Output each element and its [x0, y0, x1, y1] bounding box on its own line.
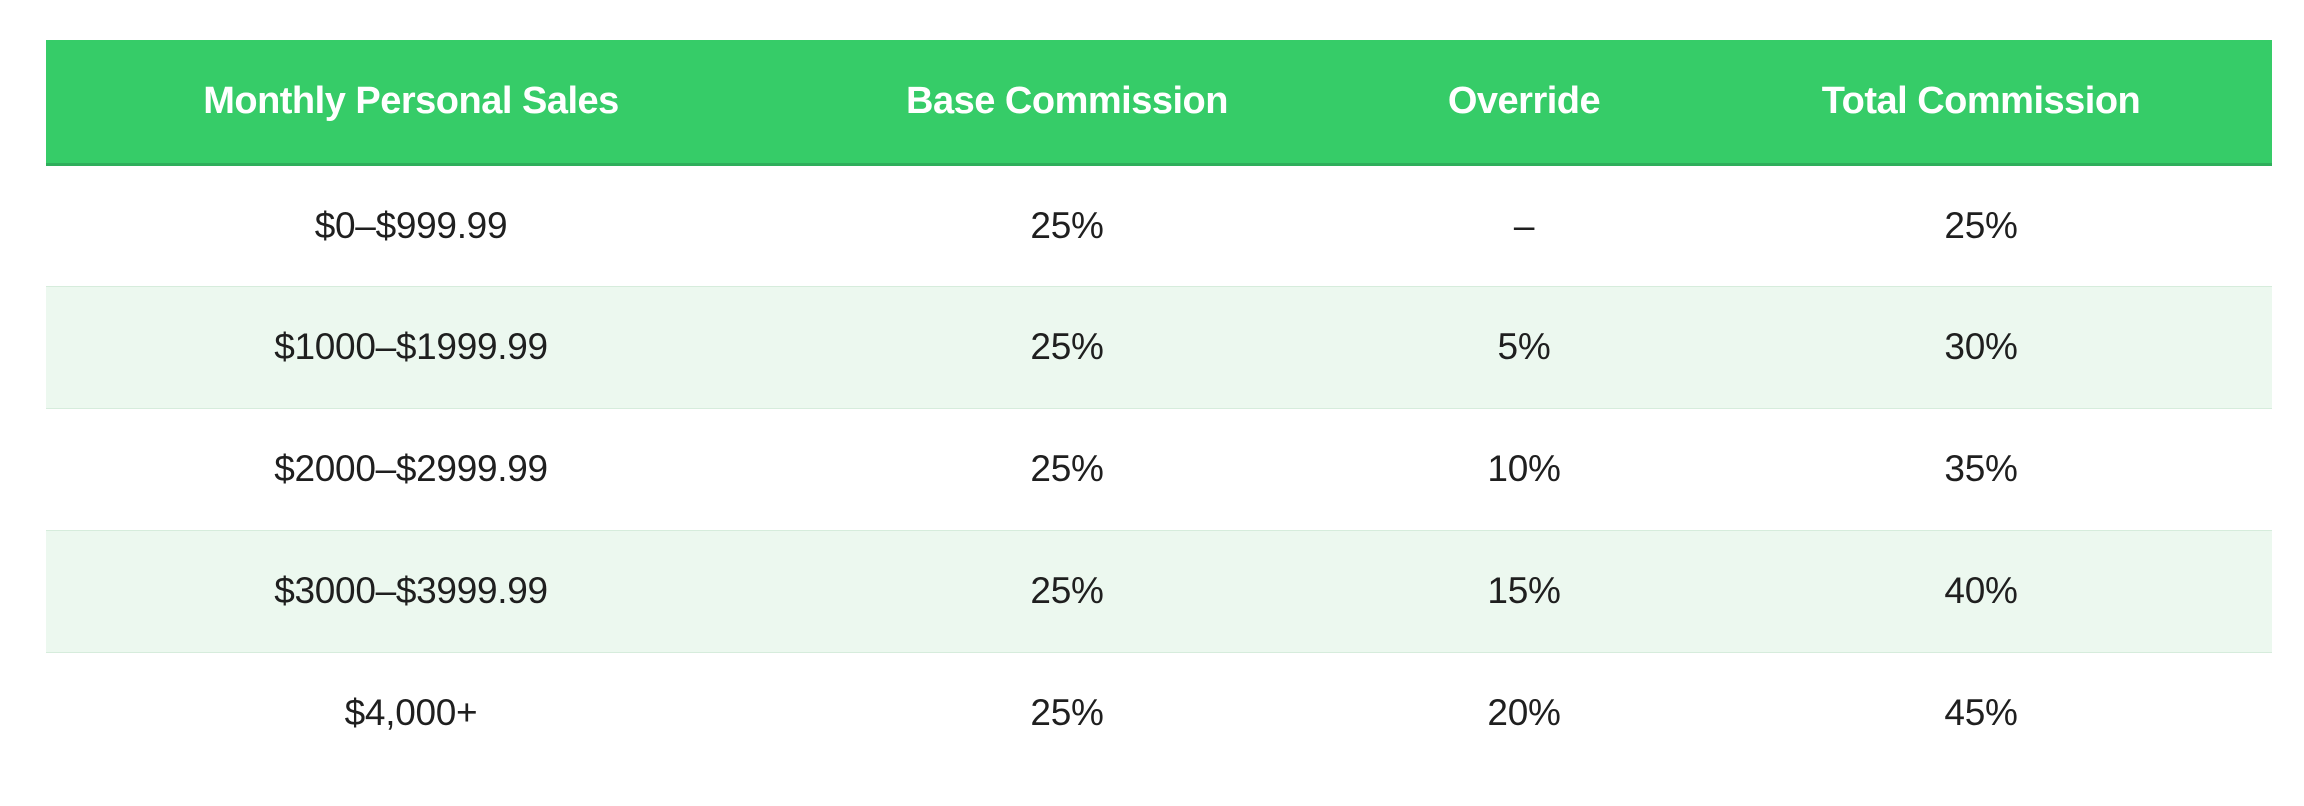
cell-override: 10%: [1487, 448, 1561, 489]
cell-base: 25%: [1030, 448, 1104, 489]
cell-base: 25%: [1030, 326, 1104, 367]
cell-base: 25%: [1030, 570, 1104, 611]
cell-total: 25%: [1944, 204, 2018, 246]
cell-base: 25%: [1030, 204, 1104, 246]
cell-total: 35%: [1944, 448, 2018, 489]
cell-override: 20%: [1487, 692, 1561, 734]
header-total-commission: Total Commission: [1821, 79, 2141, 122]
cell-override: 15%: [1487, 570, 1561, 611]
cell-override: –: [1513, 204, 1535, 246]
commission-table: Monthly Personal Sales Base Commission O…: [46, 40, 2272, 774]
header-base-commission: Base Commission: [906, 79, 1228, 122]
table-row: $2000–$2999.99 25% 10% 35%: [46, 408, 2272, 530]
cell-sales: $1000–$1999.99: [274, 326, 548, 367]
table-row: $1000–$1999.99 25% 5% 30%: [46, 286, 2272, 408]
table-row: $0–$999.99 25% – 25%: [46, 164, 2272, 286]
cell-base: 25%: [1030, 692, 1104, 734]
table-row: $3000–$3999.99 25% 15% 40%: [46, 530, 2272, 652]
commission-table-container: Monthly Personal Sales Base Commission O…: [46, 40, 2272, 774]
header-row: Monthly Personal Sales Base Commission O…: [46, 40, 2272, 164]
cell-total: 30%: [1944, 326, 2018, 367]
cell-sales: $3000–$3999.99: [274, 570, 548, 611]
table-body: $0–$999.99 25% – 25% $1000–$1999.99 25% …: [46, 164, 2272, 774]
cell-sales: $4,000+: [344, 692, 478, 734]
header-monthly-personal-sales: Monthly Personal Sales: [203, 79, 619, 122]
cell-sales: $0–$999.99: [314, 204, 508, 246]
header-override: Override: [1447, 79, 1601, 122]
table-row: $4,000+ 25% 20% 45%: [46, 652, 2272, 774]
cell-sales: $2000–$2999.99: [274, 448, 548, 489]
cell-total: 45%: [1944, 692, 2018, 734]
table-header: Monthly Personal Sales Base Commission O…: [46, 40, 2272, 164]
cell-total: 40%: [1944, 570, 2018, 611]
cell-override: 5%: [1497, 326, 1551, 367]
